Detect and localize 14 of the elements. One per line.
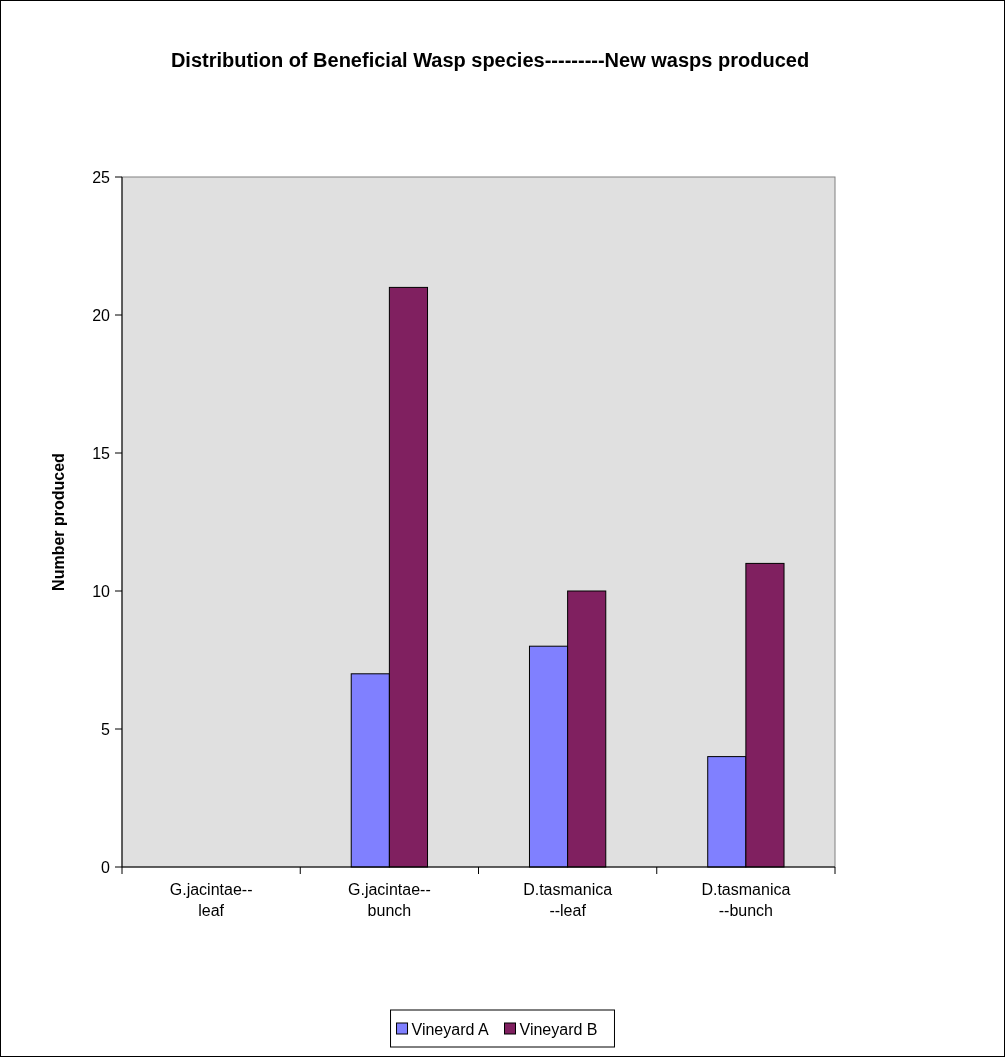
y-tick-label: 5 [101,720,111,738]
x-tick-label: D.tasmanica--leaf [523,881,613,919]
x-tick-label: G.jacintae--bunch [348,881,431,919]
y-tick-label: 0 [101,858,111,876]
chart-title: Distribution of Beneficial Wasp species---------New wasps produced [170,49,810,71]
legend-label: Vineyard B [519,1020,598,1038]
y-tick-label: 10 [92,582,111,600]
x-tick-label: D.tasmanica--bunch [701,881,791,919]
legend-label: Vineyard A [411,1020,489,1038]
y-axis-title: Number produced [50,453,67,591]
y-tick-label: 15 [92,444,111,462]
y-tick-label: 25 [92,168,111,186]
x-tick-label: G.jacintae--leaf [169,881,253,919]
y-tick-label: 20 [92,306,111,324]
